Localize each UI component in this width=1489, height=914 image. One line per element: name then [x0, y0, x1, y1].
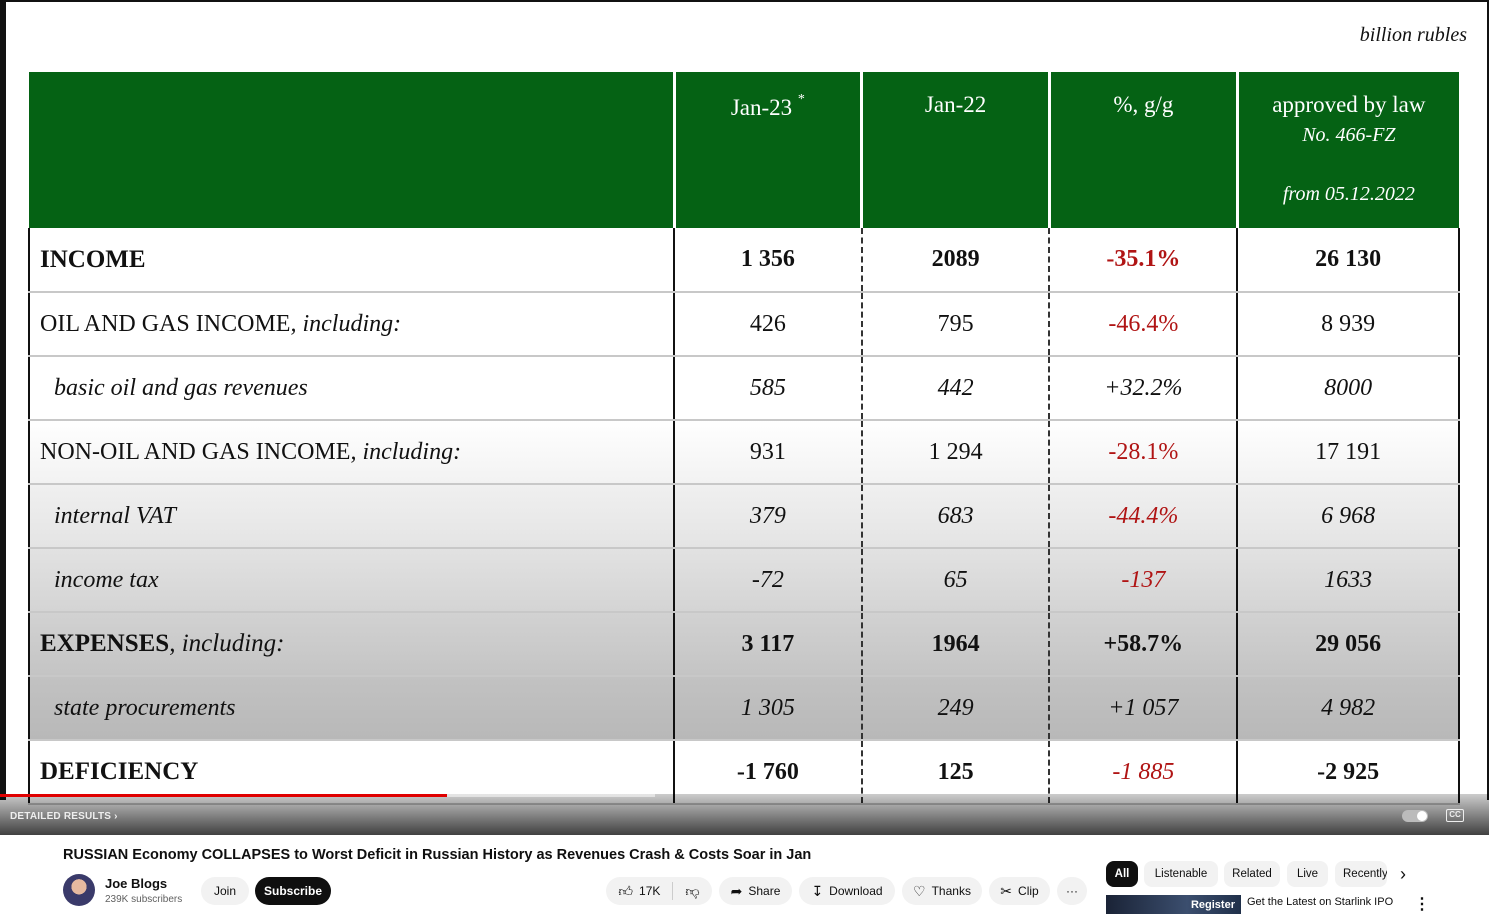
channel-name[interactable]: Joe Blogs — [105, 876, 168, 891]
download-button[interactable]: ↧ Download — [799, 877, 895, 905]
avatar[interactable] — [63, 874, 95, 906]
cell-pct: -35.1% — [1048, 228, 1238, 293]
kebab-menu-icon[interactable]: ⋮ — [1414, 896, 1430, 913]
row-label: state procurements — [27, 676, 675, 741]
table-row: EXPENSES, including: 3 117 1964 +58.7% 2… — [27, 612, 1460, 677]
row-label: internal VAT — [27, 484, 675, 549]
chip-listenable[interactable]: Listenable — [1144, 861, 1218, 887]
cell-law: 8000 — [1236, 356, 1460, 421]
table-header-row: Jan-23 * Jan-22 %, g/g approved by law N… — [29, 72, 1459, 228]
header-jan22: Jan-22 — [860, 72, 1050, 228]
progress-bar[interactable] — [0, 794, 447, 797]
cell-jan23: 3 117 — [673, 612, 862, 677]
more-actions-button[interactable]: ··· — [1057, 877, 1087, 905]
cell-law: 6 968 — [1236, 484, 1460, 549]
thumbs-down-icon[interactable]: 👎︎ — [685, 882, 700, 899]
recommendation-title[interactable]: Get the Latest on Starlink IPO — [1247, 896, 1394, 908]
autoplay-toggle[interactable] — [1402, 810, 1428, 822]
cell-jan22: 249 — [860, 676, 1050, 741]
cell-pct: +1 057 — [1048, 676, 1238, 741]
cell-jan22: 442 — [860, 356, 1050, 421]
video-title: RUSSIAN Economy COLLAPSES to Worst Defic… — [63, 847, 812, 863]
row-label: EXPENSES, including: — [27, 612, 675, 677]
cell-jan23: 1 305 — [673, 676, 862, 741]
cell-jan23: 931 — [673, 420, 862, 485]
cell-jan22: 683 — [860, 484, 1050, 549]
chevron-right-icon[interactable]: › — [1400, 864, 1406, 884]
player-controls — [0, 794, 1489, 835]
cell-law: 17 191 — [1236, 420, 1460, 485]
chip-live[interactable]: Live — [1287, 861, 1328, 887]
cell-jan22: 1 294 — [860, 420, 1050, 485]
table-row: INCOME 1 356 2089 -35.1% 26 130 — [27, 228, 1460, 293]
cell-law: 26 130 — [1236, 228, 1460, 293]
chip-related[interactable]: Related — [1224, 861, 1280, 887]
recommendation-thumbnail[interactable]: Register — [1106, 895, 1241, 914]
like-dislike-group: 👍︎ 17K 👎︎ — [606, 877, 712, 905]
table-row: NON-OIL AND GAS INCOME, including: 931 1… — [27, 420, 1460, 485]
table-row: basic oil and gas revenues 585 442 +32.2… — [27, 356, 1460, 421]
table-row: OIL AND GAS INCOME, including: 426 795 -… — [27, 292, 1460, 357]
cell-pct: +58.7% — [1048, 612, 1238, 677]
table-row: internal VAT 379 683 -44.4% 6 968 — [27, 484, 1460, 549]
header-pct: %, g/g — [1047, 72, 1238, 228]
like-count[interactable]: 17K — [639, 884, 661, 898]
cell-law: 4 982 — [1236, 676, 1460, 741]
cell-jan23: 379 — [673, 484, 862, 549]
cell-jan22: 2089 — [860, 228, 1050, 293]
cell-pct: -28.1% — [1048, 420, 1238, 485]
share-icon: ➦ — [730, 882, 743, 899]
scissors-icon: ✂ — [1000, 882, 1013, 899]
cell-pct: -44.4% — [1048, 484, 1238, 549]
header-blank — [29, 72, 675, 228]
frame-border-top — [0, 0, 1489, 2]
chip-recently[interactable]: Recently — [1335, 861, 1387, 887]
divider — [672, 882, 674, 900]
cell-jan22: 65 — [860, 548, 1050, 613]
share-button[interactable]: ➦ Share — [719, 877, 792, 905]
cell-jan23: 585 — [673, 356, 862, 421]
frame-border-left — [0, 0, 6, 800]
row-label: INCOME — [27, 228, 675, 293]
captions-button[interactable]: CC — [1446, 809, 1464, 822]
row-label: income tax — [27, 548, 675, 613]
header-law: approved by law No. 466-FZ from 05.12.20… — [1235, 72, 1459, 228]
cell-jan22: 1964 — [860, 612, 1050, 677]
subscriber-count: 239K subscribers — [105, 894, 183, 905]
row-label: NON-OIL AND GAS INCOME, including: — [27, 420, 675, 485]
video-player[interactable]: billion rubles Jan-23 * Jan-22 %, g/g ap… — [0, 0, 1489, 835]
cell-law: 1633 — [1236, 548, 1460, 613]
cell-jan23: -72 — [673, 548, 862, 613]
clip-button[interactable]: ✂ Clip — [989, 877, 1050, 905]
cell-jan23: 1 356 — [673, 228, 862, 293]
header-jan23: Jan-23 * — [672, 72, 862, 228]
cell-jan23: 426 — [673, 292, 862, 357]
row-label: basic oil and gas revenues — [27, 356, 675, 421]
detailed-results-link[interactable]: DETAILED RESULTS › — [10, 811, 118, 822]
subscribe-button[interactable]: Subscribe — [255, 877, 331, 905]
thumbs-up-icon[interactable]: 👍︎ — [618, 882, 634, 899]
row-label: OIL AND GAS INCOME, including: — [27, 292, 675, 357]
budget-table: Jan-23 * Jan-22 %, g/g approved by law N… — [27, 72, 1460, 805]
cell-pct: -137 — [1048, 548, 1238, 613]
units-label: billion rubles — [1359, 24, 1467, 46]
cell-jan22: 795 — [860, 292, 1050, 357]
thanks-icon: ♡ — [913, 882, 926, 899]
cell-pct: +32.2% — [1048, 356, 1238, 421]
download-icon: ↧ — [811, 882, 824, 899]
thumbnail-label: Register — [1190, 899, 1235, 911]
cell-law: 8 939 — [1236, 292, 1460, 357]
join-button[interactable]: Join — [201, 877, 249, 905]
chip-all[interactable]: All — [1106, 861, 1138, 887]
frame-border-right — [1487, 0, 1489, 800]
table-row: state procurements 1 305 249 +1 057 4 98… — [27, 676, 1460, 741]
table-row: income tax -72 65 -137 1633 — [27, 548, 1460, 613]
thanks-button[interactable]: ♡ Thanks — [902, 877, 982, 905]
cell-law: 29 056 — [1236, 612, 1460, 677]
cell-pct: -46.4% — [1048, 292, 1238, 357]
